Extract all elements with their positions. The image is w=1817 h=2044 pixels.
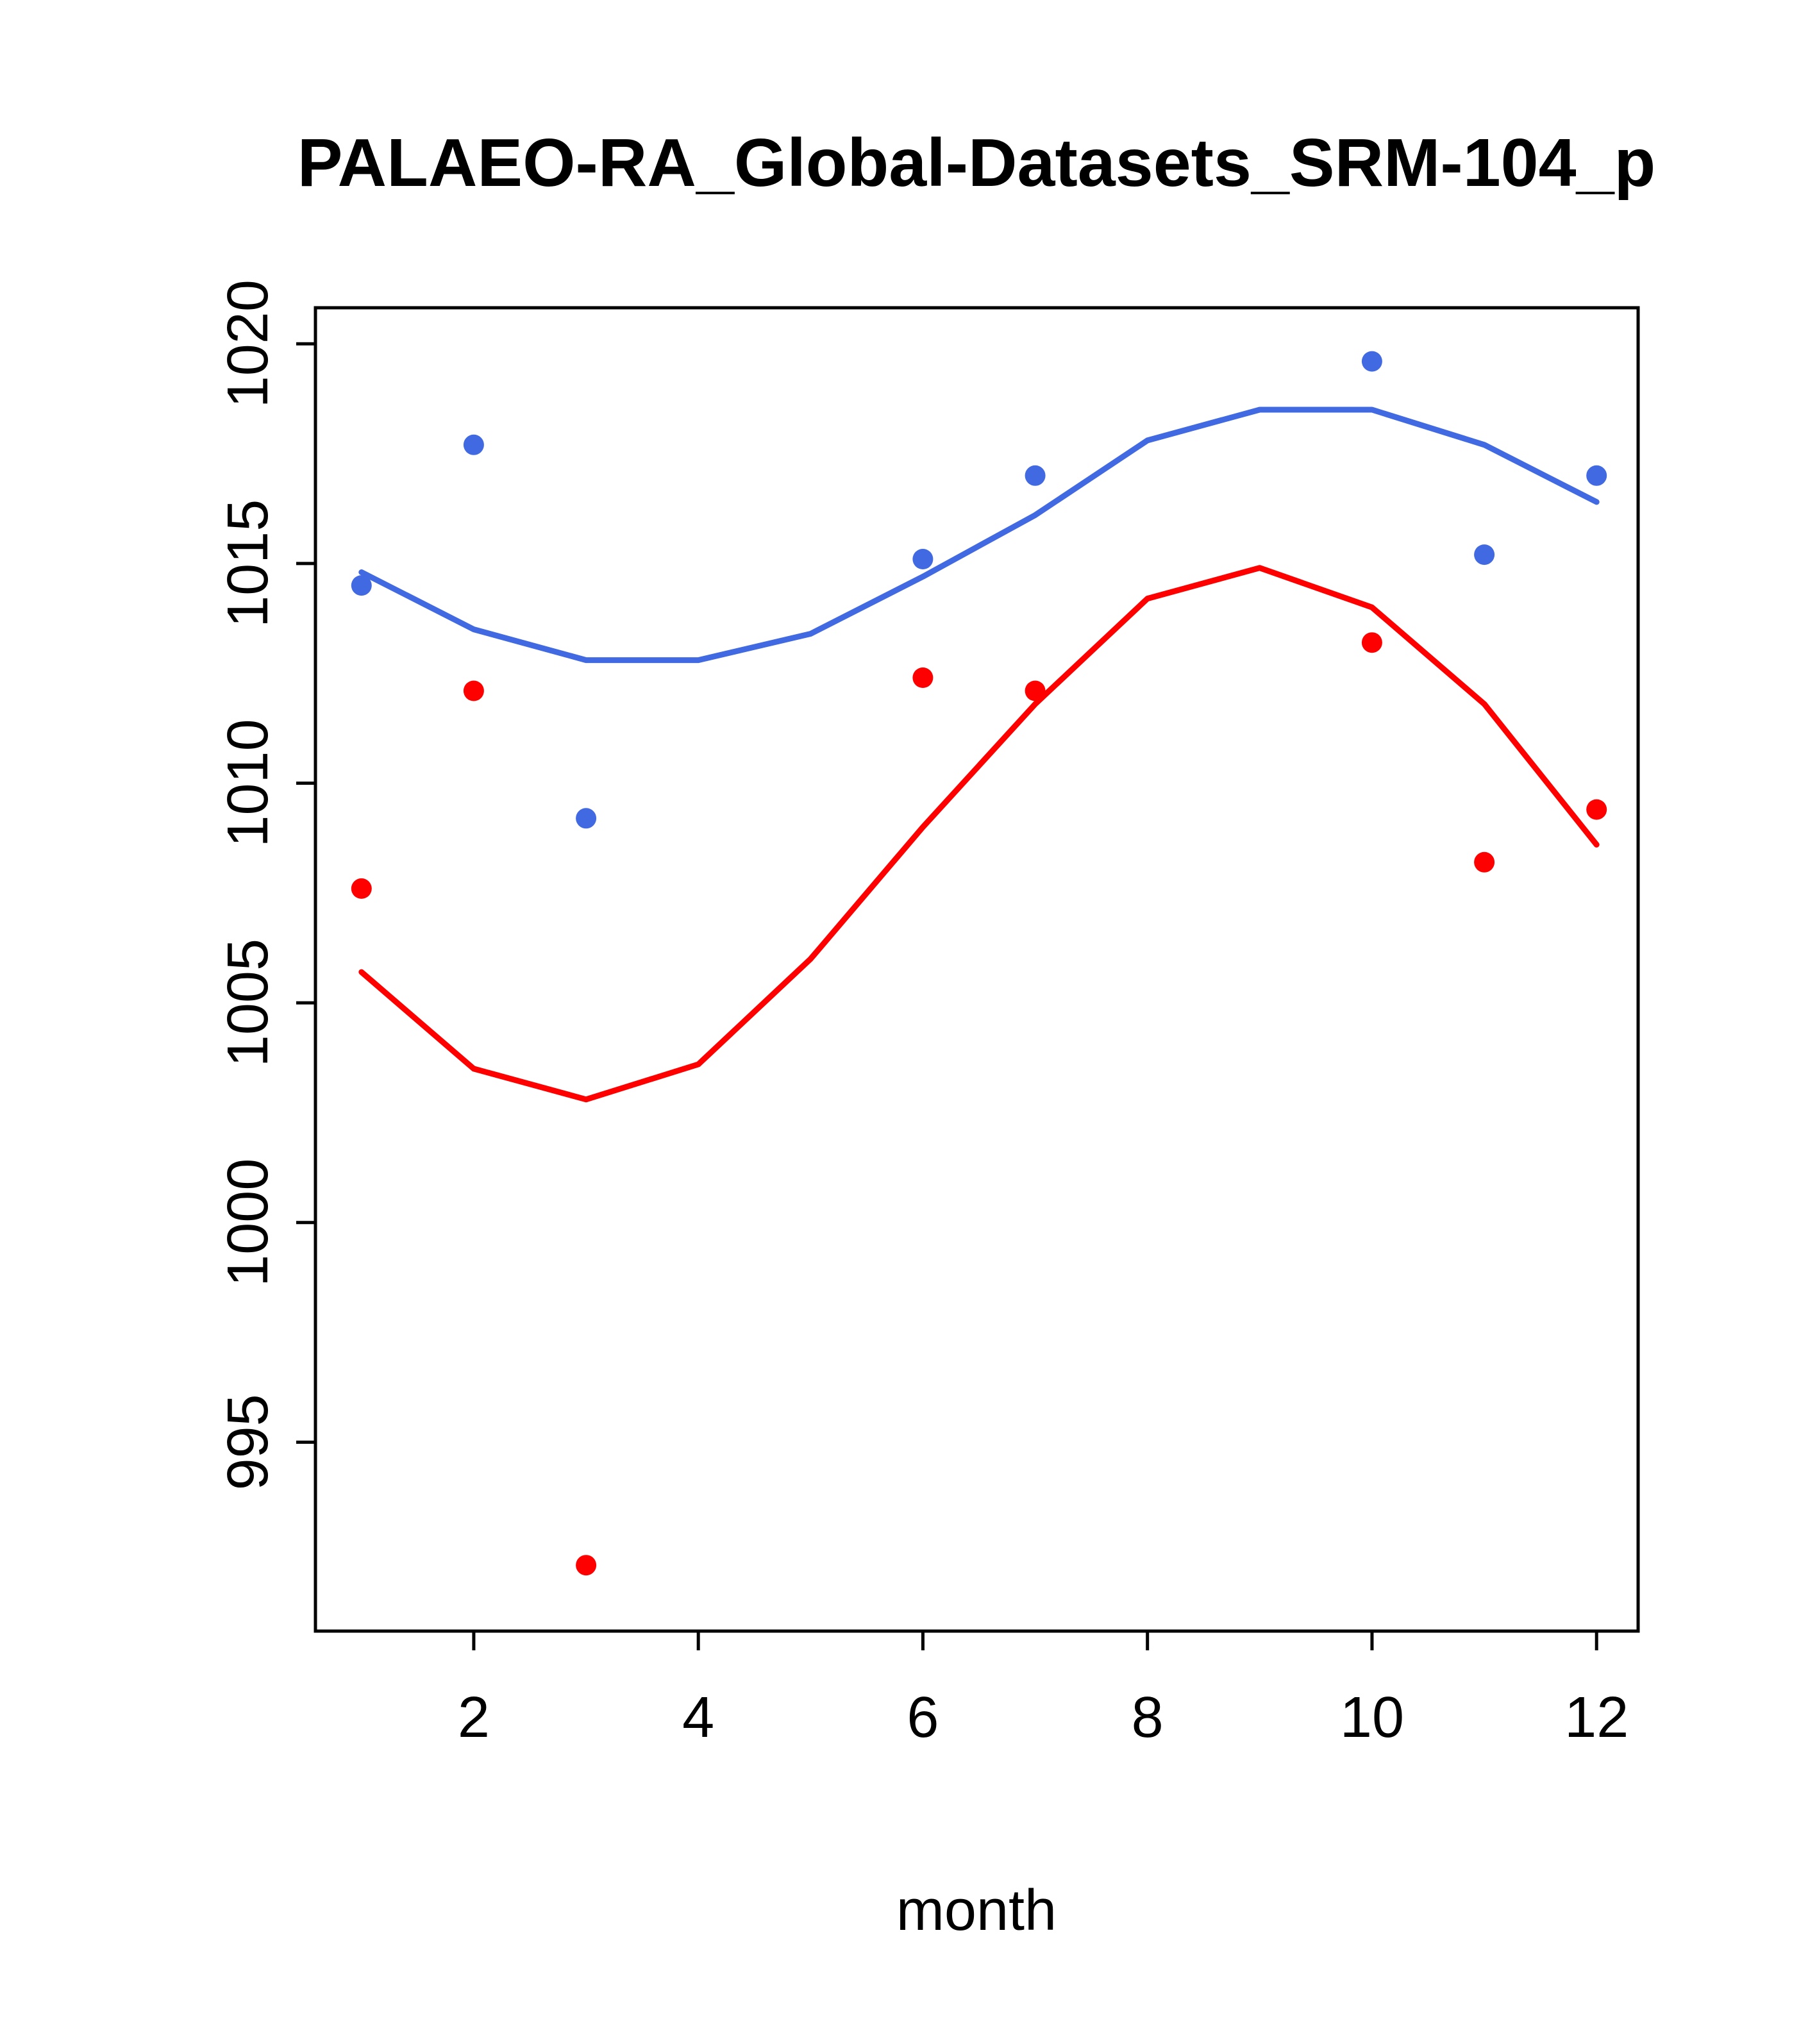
blue-points-point <box>1361 351 1382 372</box>
red-points-point <box>1474 851 1495 873</box>
chart-title: PALAEO-RA_Global-Datasets_SRM-104_p <box>297 125 1656 201</box>
y-tick-label: 1015 <box>216 499 280 628</box>
plot-border <box>314 306 1640 1633</box>
y-tick-label: 1000 <box>216 1159 280 1287</box>
blue-line <box>358 406 1600 664</box>
blue-points-point <box>1474 544 1495 565</box>
x-tick-label: 8 <box>1132 1686 1164 1750</box>
red-points-point <box>1586 799 1607 820</box>
x-axis-label: month <box>896 1879 1057 1943</box>
blue-points-point <box>1586 465 1607 486</box>
y-tick-label: 1005 <box>216 939 280 1067</box>
red-points-point <box>576 1555 597 1576</box>
blue-points-point <box>351 575 372 596</box>
red-line <box>358 565 1600 1103</box>
y-tick-label: 1020 <box>216 280 280 408</box>
x-tick-label: 12 <box>1564 1686 1629 1750</box>
blue-points-point <box>463 434 484 455</box>
y-tick-label: 1010 <box>216 719 280 847</box>
y-tick-label: 995 <box>216 1394 280 1490</box>
red-points-point <box>912 667 934 688</box>
red-points-point <box>463 680 484 701</box>
x-tick-label: 4 <box>682 1686 714 1750</box>
blue-points-point <box>576 808 597 829</box>
red-points-point <box>1361 632 1382 653</box>
red-points-point <box>351 878 372 899</box>
series-layer <box>351 351 1607 1576</box>
x-tick-label: 10 <box>1340 1686 1404 1750</box>
x-tick-label: 6 <box>907 1686 939 1750</box>
axes-layer: 2 4 6 8 10 12 995 1000 1005 1010 1015 1020 <box>216 280 1640 1750</box>
blue-points-point <box>912 549 934 569</box>
x-tick-label: 2 <box>458 1686 490 1750</box>
blue-points-point <box>1025 465 1046 486</box>
